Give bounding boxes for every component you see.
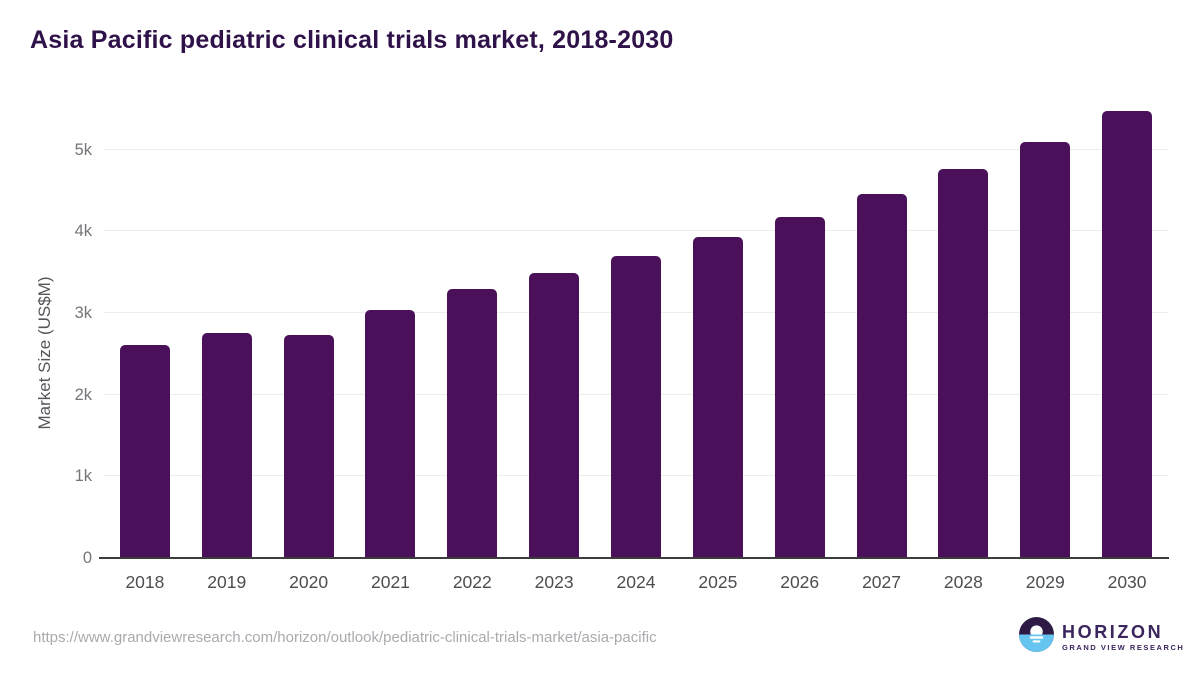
chart-title: Asia Pacific pediatric clinical trials m… xyxy=(30,26,674,54)
horizon-logo-icon xyxy=(1019,617,1054,652)
gridline-4k xyxy=(104,230,1168,232)
source-url: https://www.grandviewresearch.com/horizo… xyxy=(33,629,657,646)
bar-2018 xyxy=(119,344,170,558)
y-tick-label-1k: 1k xyxy=(74,467,92,486)
x-tick-label-2023: 2023 xyxy=(534,572,574,592)
y-tick-label-3k: 3k xyxy=(74,304,92,323)
y-tick-label-4k: 4k xyxy=(74,222,92,241)
logo-text-block: HORIZON GRAND VIEW RESEARCH xyxy=(1062,617,1184,652)
y-axis-title: Market Size (US$M) xyxy=(35,276,54,430)
x-tick-label-2019: 2019 xyxy=(207,572,247,592)
gridline-5k xyxy=(104,148,1168,150)
bar-2030 xyxy=(1102,110,1153,558)
bar-2022 xyxy=(447,288,498,558)
x-tick-label-2030: 2030 xyxy=(1107,572,1147,592)
bar-2021 xyxy=(365,309,416,558)
y-tick-label-0: 0 xyxy=(82,549,92,567)
bar-2027 xyxy=(856,194,907,558)
brand-logo: HORIZON GRAND VIEW RESEARCH xyxy=(1019,617,1184,652)
x-tick-label-2025: 2025 xyxy=(698,572,738,592)
bar-2024 xyxy=(611,256,661,558)
y-tick-label-5k: 5k xyxy=(74,140,92,159)
x-axis-line xyxy=(99,557,1169,559)
x-tick-label-2024: 2024 xyxy=(616,572,656,592)
y-tick-label-2k: 2k xyxy=(74,385,92,404)
x-tick-label-2022: 2022 xyxy=(452,572,492,592)
x-tick-label-2018: 2018 xyxy=(125,572,165,592)
bar-2023 xyxy=(529,273,580,558)
bar-2026 xyxy=(774,217,825,558)
x-tick-label-2029: 2029 xyxy=(1025,572,1065,592)
plot-area xyxy=(104,110,1168,558)
x-tick-label-2026: 2026 xyxy=(780,572,820,592)
x-tick-label-2021: 2021 xyxy=(370,572,410,592)
bar-2029 xyxy=(1020,141,1071,558)
bar-2020 xyxy=(283,334,334,558)
logo-subtitle: GRAND VIEW RESEARCH xyxy=(1062,643,1185,652)
logo-title: HORIZON xyxy=(1062,622,1164,642)
bar-2028 xyxy=(938,169,989,558)
x-tick-label-2028: 2028 xyxy=(943,572,983,592)
x-tick-label-2020: 2020 xyxy=(289,572,329,592)
bar-2025 xyxy=(692,236,743,558)
x-tick-label-2027: 2027 xyxy=(862,572,901,592)
bar-2019 xyxy=(201,333,252,558)
